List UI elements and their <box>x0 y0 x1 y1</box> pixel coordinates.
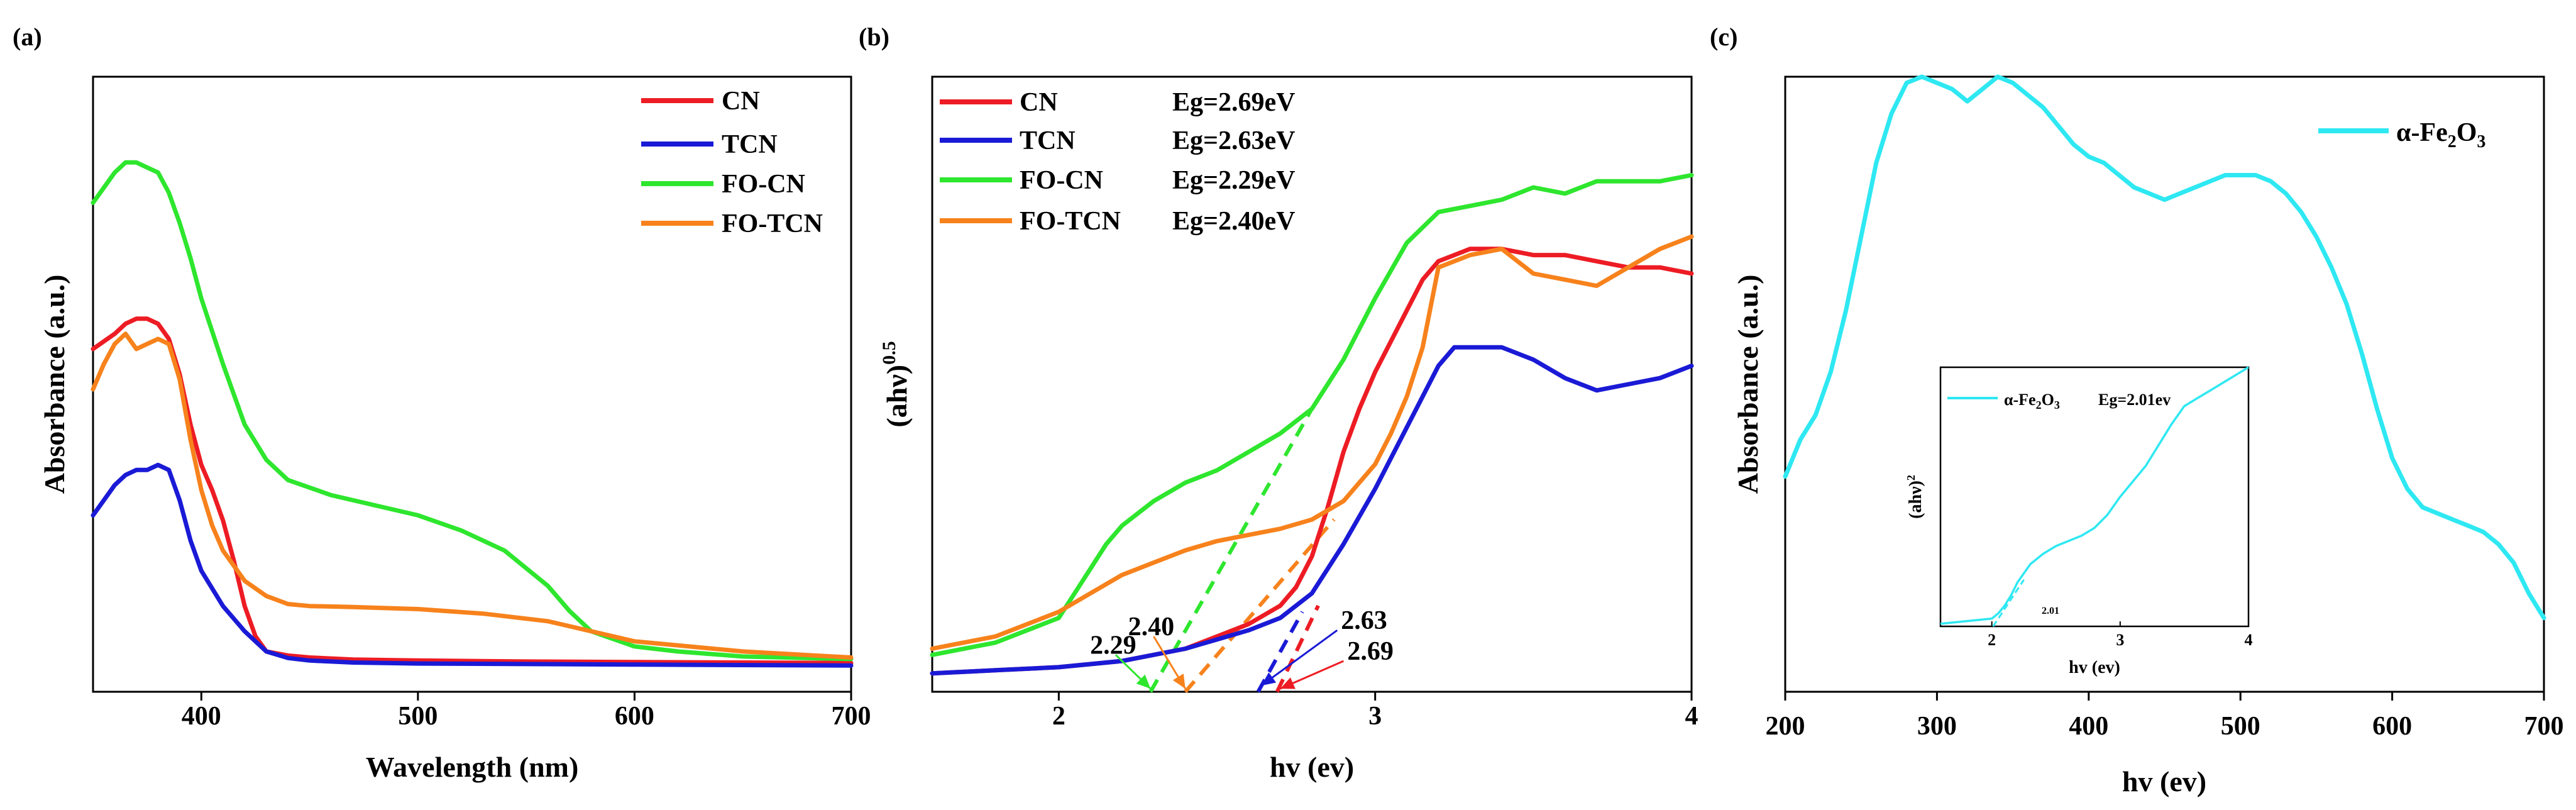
legend-c-label-fe2o3: α-Fe2O3 <box>2396 118 2485 152</box>
panel-b-legend: CN Eg=2.69eV TCN Eg=2.63eV FO-CN Eg=2.29… <box>940 88 1295 236</box>
panel-b-y-label-sup: 0.5 <box>879 341 900 365</box>
series-line-cn <box>91 316 854 665</box>
legend-b-label-fo-cn: FO-CN <box>1020 166 1103 195</box>
panel-a: (a) 400 500 600 700 Wavelength (nm) Absorba… <box>13 23 871 783</box>
inset-y-label: (ahν)2 <box>1905 475 1925 519</box>
panel-a-frame <box>92 75 852 693</box>
annotation-label-2-29: 2.29 <box>1090 631 1137 660</box>
annotation-label-2-40: 2.40 <box>1128 613 1175 641</box>
x-tick-label-200: 200 <box>1766 712 1805 741</box>
legend-b-eg-fo-tcn: Eg=2.40eV <box>1172 207 1295 236</box>
panel-b-x-ticks: 2 3 4 <box>1052 692 1698 731</box>
legend-b-eg-fo-cn: Eg=2.29eV <box>1172 166 1295 195</box>
panel-b-y-label-base: (ahν) <box>881 365 913 428</box>
panel-c-label: (c) <box>1710 23 1737 51</box>
inset-annotation-2-01: 2.01 <box>2042 606 2059 616</box>
panel-b-frame <box>931 75 1693 693</box>
series-line-fo-cn <box>91 160 854 662</box>
x-tick-label-500: 500 <box>398 702 438 731</box>
x-tick-label-300: 300 <box>1917 712 1957 741</box>
x-tick-label-3: 3 <box>1368 702 1382 731</box>
tangent-line-tcn <box>1256 611 1304 693</box>
legend-label-fo-cn: FO-CN <box>722 170 805 199</box>
panel-a-curves <box>91 160 854 668</box>
panel-b: (b) 2 3 4 2.292.40 2.632.69 hv (ev) (ahν)0.… <box>859 23 1698 783</box>
panel-a-y-label: Absorbance (a.u.) <box>38 275 70 494</box>
panel-b-label: (b) <box>859 23 889 51</box>
tangent-line-cn <box>1275 604 1320 693</box>
tangent-line-fo-tcn <box>1184 518 1336 693</box>
x-tick-label-4: 4 <box>1685 702 1698 731</box>
legend-b-label-fo-tcn: FO-TCN <box>1020 207 1121 236</box>
legend-b-label-cn: CN <box>1020 88 1058 117</box>
panel-b-y-label: (ahν)0.5 <box>879 341 913 427</box>
inset-x-tick-label-2: 2 <box>1988 631 1996 649</box>
inset-legend-label: α-Fe2O3 <box>2004 391 2060 411</box>
annotation-arrowhead-2-29 <box>1136 674 1151 689</box>
x-tick-label-400: 400 <box>2069 712 2108 741</box>
panel-c-x-label: hv (ev) <box>2122 765 2206 797</box>
annotation-arrowhead-2-69 <box>1280 677 1296 689</box>
inset-x-label: hv (ev) <box>2069 658 2120 677</box>
panel-b-curves <box>930 173 1694 676</box>
inset-x-ticks: 2 3 4 <box>1988 621 2253 649</box>
series-line--fe <box>1783 74 2546 621</box>
tangent-line-fo-cn <box>1148 408 1314 693</box>
inset-series-line-fe2o3 <box>1940 366 2249 625</box>
x-tick-label-700: 700 <box>832 702 871 731</box>
annotation-arrowhead-2-40 <box>1172 674 1186 689</box>
panel-c-y-label: Absorbance (a.u.) <box>1732 275 1764 494</box>
annotation-label-2-69: 2.69 <box>1347 637 1394 666</box>
series-line-cn <box>930 247 1694 676</box>
series-line-tcn <box>930 345 1694 676</box>
inset-x-tick-label-3: 3 <box>2116 631 2124 649</box>
series-line-fo-tcn <box>91 331 854 660</box>
panel-a-legend: CN TCN FO-CN FO-TCN <box>641 87 823 238</box>
legend-b-label-tcn: TCN <box>1020 126 1076 155</box>
legend-label-cn: CN <box>722 87 760 116</box>
x-tick-label-700: 700 <box>2524 712 2564 741</box>
annotation-arrow-2-63 <box>1260 629 1338 687</box>
annotation-arrowhead-2-63 <box>1261 672 1277 686</box>
panel-c-legend: α-Fe2O3 <box>2318 118 2485 152</box>
legend-b-eg-cn: Eg=2.69eV <box>1172 88 1295 117</box>
x-tick-label-500: 500 <box>2221 712 2260 741</box>
series-line-tcn <box>91 462 854 668</box>
annotation-label-2-63: 2.63 <box>1341 606 1387 635</box>
x-tick-label-2: 2 <box>1052 702 1065 731</box>
panel-c-frame <box>1784 75 2545 693</box>
series-line-fo-cn <box>930 173 1694 657</box>
panel-a-x-label: Wavelength (nm) <box>366 751 579 783</box>
panel-a-x-ticks: 400 500 600 700 <box>182 692 871 731</box>
panel-c-inset: 2 3 4 α-Fe2O3 Eg=2.01ev hv (ev) (ahν)2 2.0… <box>1905 366 2253 677</box>
inset-frame <box>1939 366 2250 628</box>
x-tick-label-600: 600 <box>2372 712 2412 741</box>
x-tick-label-600: 600 <box>615 702 654 731</box>
panel-b-annotations: 2.292.40 2.632.69 <box>1090 606 1394 690</box>
x-tick-label-400: 400 <box>182 702 221 731</box>
panel-c-x-ticks: 200 300 400 500 600 700 <box>1766 692 2564 741</box>
inset-curve <box>1940 366 2249 625</box>
panel-b-x-label: hv (ev) <box>1270 751 1354 783</box>
panel-c: (c) 200 300 400 500 600 700 hv (ev) Absorbanc… <box>1710 23 2564 797</box>
legend-label-tcn: TCN <box>722 130 778 159</box>
panel-b-tangent-lines <box>1148 408 1336 693</box>
inset-legend-eg: Eg=2.01ev <box>2098 391 2171 409</box>
inset-x-tick-label-4: 4 <box>2245 631 2253 649</box>
legend-b-eg-tcn: Eg=2.63eV <box>1172 126 1295 155</box>
legend-label-fo-tcn: FO-TCN <box>722 209 823 238</box>
series-line-fo-tcn <box>930 234 1694 651</box>
panel-c-curves <box>1783 74 2546 621</box>
panel-a-label: (a) <box>13 23 42 51</box>
